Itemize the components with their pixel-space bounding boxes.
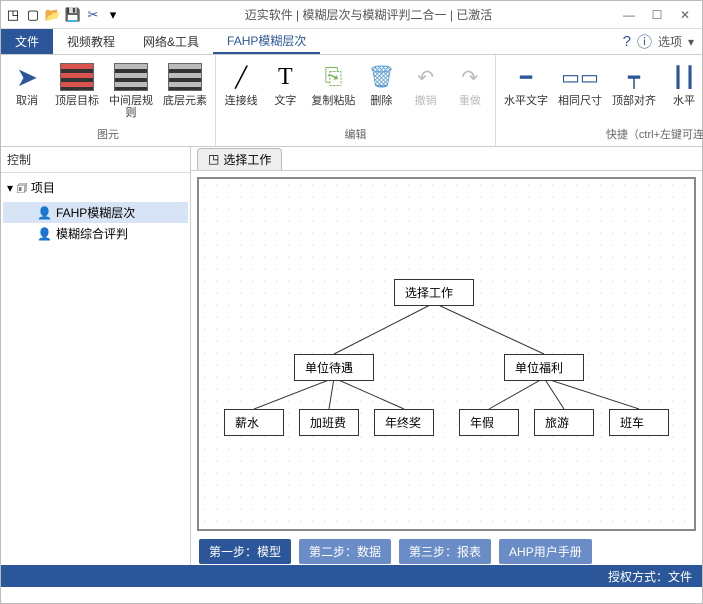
window-title: 迈实软件 | 模糊层次与模糊评判二合一 | 已激活	[121, 6, 616, 23]
side-panel: 控制 ▾ 🗊 项目 👤FAHP模糊层次 👤模糊综合评判	[1, 147, 191, 565]
tree-root[interactable]: ▾ 🗊 项目	[3, 177, 188, 202]
menu-options[interactable]: 选项	[658, 33, 682, 50]
title-bar: ◳ ▢ 📂 💾 ✂ ▾ 迈实软件 | 模糊层次与模糊评判二合一 | 已激活 — …	[1, 1, 702, 29]
document-tabs: ◳选择工作	[191, 147, 702, 171]
diagram-node[interactable]: 薪水	[224, 409, 284, 436]
copy-paste-button[interactable]: ⎘复制粘贴	[310, 59, 356, 107]
options-dropdown-icon[interactable]: ▾	[688, 35, 694, 49]
app-icon: ◳	[5, 7, 21, 23]
cube-icon: ◳	[208, 152, 219, 166]
cancel-button[interactable]: ➤取消	[7, 59, 47, 107]
minimize-button[interactable]: —	[616, 5, 642, 25]
side-panel-header: 控制	[1, 147, 190, 173]
menu-bar: 文件 视频教程 网络&工具 FAHP模糊层次 ? ⓘ 选项 ▾	[1, 29, 702, 55]
horizontal-text-button[interactable]: ━水平文字	[502, 59, 550, 107]
close-button[interactable]: ✕	[672, 5, 698, 25]
mid-rule-button[interactable]: 中间层规则	[107, 59, 155, 119]
horizontal-align-button[interactable]: ┃┃水平	[664, 59, 703, 107]
diagram-node[interactable]: 年终奖	[374, 409, 434, 436]
step-bar: 第一步：模型 第二步：数据 第三步：报表 AHP用户手册	[191, 537, 702, 565]
diagram-node[interactable]: 旅游	[534, 409, 594, 436]
diagram-node[interactable]: 单位待遇	[294, 354, 374, 381]
step-data[interactable]: 第二步：数据	[299, 539, 391, 564]
quick-access-toolbar: ◳ ▢ 📂 💾 ✂ ▾	[5, 7, 121, 23]
cut-icon[interactable]: ✂	[85, 7, 101, 23]
save-icon[interactable]: 💾	[65, 7, 81, 23]
diagram-node[interactable]: 选择工作	[394, 279, 474, 306]
person-icon: 👤	[37, 227, 52, 241]
tree-item-fahp[interactable]: 👤FAHP模糊层次	[3, 202, 188, 223]
help-icon[interactable]: ?	[623, 33, 631, 50]
step-manual[interactable]: AHP用户手册	[499, 539, 592, 564]
canvas-area: ◳选择工作 选择工作单位待遇 单位福利薪水加班费年终奖年假旅游班车 第一步：模型 …	[191, 147, 702, 565]
shortcut-hint: 快捷（ctrl+左键可连	[496, 124, 703, 146]
menu-fahp[interactable]: FAHP模糊层次	[213, 29, 320, 54]
diagram-node[interactable]: 班车	[609, 409, 669, 436]
tree-item-fuzzy[interactable]: 👤模糊综合评判	[3, 223, 188, 244]
align-top-button[interactable]: ┯顶部对齐	[610, 59, 658, 107]
menu-file[interactable]: 文件	[1, 29, 53, 54]
diagram-node[interactable]: 年假	[459, 409, 519, 436]
new-icon[interactable]: ▢	[25, 7, 41, 23]
main-area: 控制 ▾ 🗊 项目 👤FAHP模糊层次 👤模糊综合评判 ◳选择工作 选择工作单位…	[1, 147, 702, 565]
connector-button[interactable]: ╱连接线	[222, 59, 260, 107]
step-model[interactable]: 第一步：模型	[199, 539, 291, 564]
diagram-canvas[interactable]: 选择工作单位待遇 单位福利薪水加班费年终奖年假旅游班车	[197, 177, 696, 531]
text-button[interactable]: T文字	[266, 59, 304, 107]
ribbon: ➤取消 顶层目标 中间层规则 底层元素 图元 ╱连接线 T文字 ⎘复制粘贴 🗑删…	[1, 55, 702, 147]
person-icon: 👤	[37, 206, 52, 220]
step-report[interactable]: 第三步：报表	[399, 539, 491, 564]
status-bar: 授权方式：文件	[1, 565, 702, 587]
qat-dropdown-icon[interactable]: ▾	[105, 7, 121, 23]
redo-button[interactable]: ↷重做	[451, 59, 489, 107]
project-tree: ▾ 🗊 项目 👤FAHP模糊层次 👤模糊综合评判	[1, 173, 190, 248]
delete-button[interactable]: 🗑删除	[362, 59, 400, 107]
window-controls: — ☐ ✕	[616, 5, 698, 25]
doc-tab[interactable]: ◳选择工作	[197, 148, 282, 170]
diagram-node[interactable]: 加班费	[299, 409, 359, 436]
undo-button[interactable]: ↶撤销	[407, 59, 445, 107]
menu-video[interactable]: 视频教程	[53, 29, 129, 54]
group-label-edit: 编辑	[216, 124, 495, 146]
menu-network[interactable]: 网络&工具	[129, 29, 213, 54]
group-label-elements: 图元	[1, 124, 215, 146]
maximize-button[interactable]: ☐	[644, 5, 670, 25]
top-goal-button[interactable]: 顶层目标	[53, 59, 101, 107]
diagram-node[interactable]: 单位福利	[504, 354, 584, 381]
open-icon[interactable]: 📂	[45, 7, 61, 23]
same-size-button[interactable]: ▭▭相同尺寸	[556, 59, 604, 107]
info-icon[interactable]: ⓘ	[637, 31, 652, 52]
bottom-elem-button[interactable]: 底层元素	[161, 59, 209, 107]
